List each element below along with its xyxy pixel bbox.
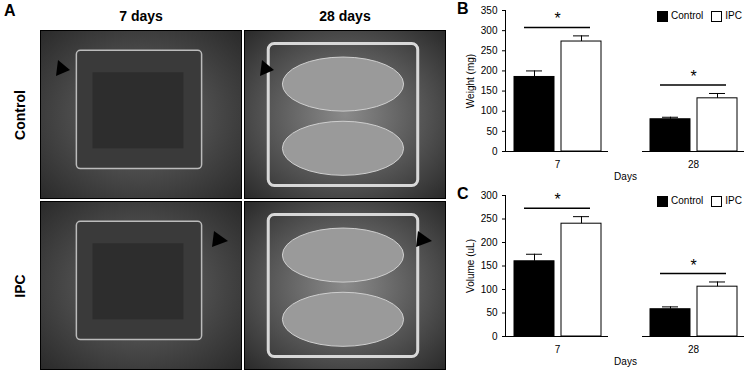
svg-text:Volume (uL): Volume (uL) bbox=[465, 239, 476, 293]
svg-text:300: 300 bbox=[481, 190, 498, 201]
svg-text:28: 28 bbox=[688, 159, 700, 170]
svg-text:250: 250 bbox=[481, 213, 498, 224]
svg-text:*: * bbox=[690, 257, 696, 274]
svg-text:200: 200 bbox=[481, 65, 498, 76]
svg-text:Days: Days bbox=[614, 171, 637, 182]
html-text:IPC: IPC bbox=[11, 273, 27, 298]
html-text:C: C bbox=[457, 185, 469, 202]
svg-text:Weight (mg): Weight (mg) bbox=[465, 54, 476, 108]
svg-text:Days: Days bbox=[614, 356, 637, 367]
html-text:28 days: 28 days bbox=[319, 8, 371, 24]
svg-text:50: 50 bbox=[486, 307, 498, 318]
html-text:Control: Control bbox=[671, 195, 704, 206]
html-text:IPC: IPC bbox=[725, 10, 742, 21]
svg-text:150: 150 bbox=[481, 260, 498, 271]
svg-text:7: 7 bbox=[555, 344, 561, 355]
svg-text:100: 100 bbox=[481, 284, 498, 295]
html-text:Control: Control bbox=[671, 10, 704, 21]
svg-text:0: 0 bbox=[492, 331, 498, 342]
svg-text:300: 300 bbox=[481, 25, 498, 36]
html-text:7 days: 7 days bbox=[119, 8, 163, 24]
svg-text:7: 7 bbox=[555, 159, 561, 170]
svg-text:350: 350 bbox=[481, 5, 498, 16]
svg-text:150: 150 bbox=[481, 85, 498, 96]
svg-text:*: * bbox=[554, 10, 560, 27]
svg-text:200: 200 bbox=[481, 237, 498, 248]
html-text:A: A bbox=[4, 2, 16, 19]
svg-text:50: 50 bbox=[486, 126, 498, 137]
html-text:IPC: IPC bbox=[725, 195, 742, 206]
html-text:Control: Control bbox=[11, 89, 27, 140]
html-text:B: B bbox=[457, 0, 469, 17]
svg-text:28: 28 bbox=[688, 344, 700, 355]
svg-text:0: 0 bbox=[492, 146, 498, 157]
svg-text:250: 250 bbox=[481, 45, 498, 56]
svg-text:*: * bbox=[554, 191, 560, 208]
svg-text:100: 100 bbox=[481, 105, 498, 116]
svg-text:*: * bbox=[690, 68, 696, 85]
